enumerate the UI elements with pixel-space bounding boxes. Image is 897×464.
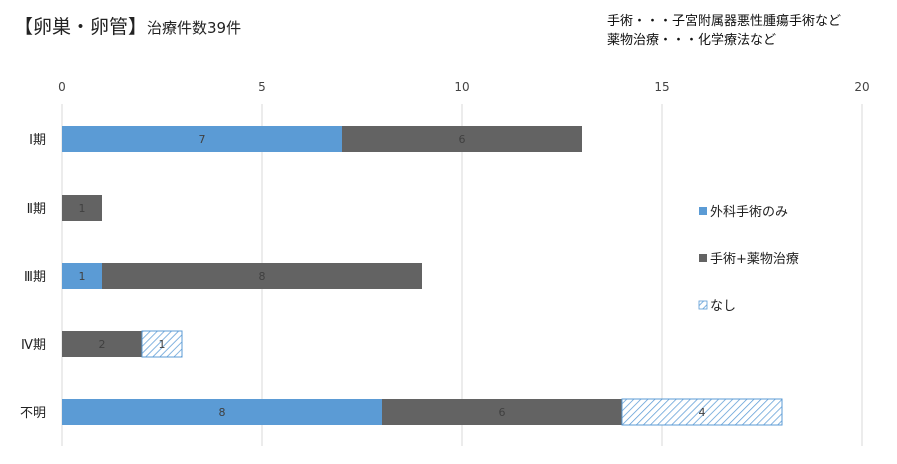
data-label: 8 — [219, 406, 226, 419]
x-tick-label: 15 — [654, 80, 669, 94]
data-label: 6 — [499, 406, 506, 419]
x-axis-ticks: 0 5 10 15 20 — [58, 80, 869, 94]
gridlines — [61, 104, 863, 446]
data-label: 2 — [99, 338, 106, 351]
category-label: Ⅰ期 — [29, 133, 46, 148]
legend-swatch — [699, 207, 707, 215]
bar-segment — [62, 399, 382, 425]
data-label: 4 — [699, 406, 706, 419]
chart-notes: 手術・・・子宮附属器悪性腫瘍手術など 薬物治療・・・化学療法など — [607, 12, 841, 50]
category-label: Ⅲ期 — [24, 270, 46, 285]
chart-title: 【卵巣・卵管】治療件数39件 — [14, 12, 241, 39]
data-label: 1 — [79, 202, 86, 215]
category-label: Ⅱ期 — [27, 202, 46, 217]
bar-segment — [62, 263, 102, 289]
bars: 7 6 1 1 8 2 1 8 6 4 — [62, 126, 783, 426]
category-label: 不明 — [20, 406, 46, 421]
x-tick-label: 20 — [854, 80, 869, 94]
data-label: 1 — [159, 338, 166, 351]
chart-title-sub: 治療件数39件 — [147, 19, 242, 37]
category-label: Ⅳ期 — [21, 338, 46, 353]
bar-segment — [382, 399, 622, 425]
bar-segment — [102, 263, 422, 289]
legend-swatch — [698, 300, 708, 310]
note-surgery: 手術・・・子宮附属器悪性腫瘍手術など — [607, 14, 842, 29]
x-tick-label: 5 — [258, 80, 266, 94]
bar-segment — [62, 126, 342, 152]
chart-title-main: 【卵巣・卵管】 — [14, 16, 148, 38]
x-tick-label: 10 — [454, 80, 469, 94]
data-label: 6 — [459, 133, 466, 146]
bar-segment — [621, 398, 783, 426]
bar-segment — [62, 331, 142, 357]
legend-label: 手術+薬物治療 — [710, 252, 799, 267]
legend-swatch — [699, 254, 707, 262]
data-label: 8 — [259, 270, 266, 283]
bar-segment — [62, 195, 102, 221]
legend-label: なし — [710, 299, 736, 314]
bar-segment — [342, 126, 582, 152]
note-drug-therapy: 薬物治療・・・化学療法など — [607, 33, 777, 48]
legend-label: 外科手術のみ — [710, 205, 788, 220]
data-label: 7 — [199, 133, 206, 146]
data-label: 1 — [79, 270, 86, 283]
bar-segment — [141, 330, 183, 358]
x-tick-label: 0 — [58, 80, 66, 94]
